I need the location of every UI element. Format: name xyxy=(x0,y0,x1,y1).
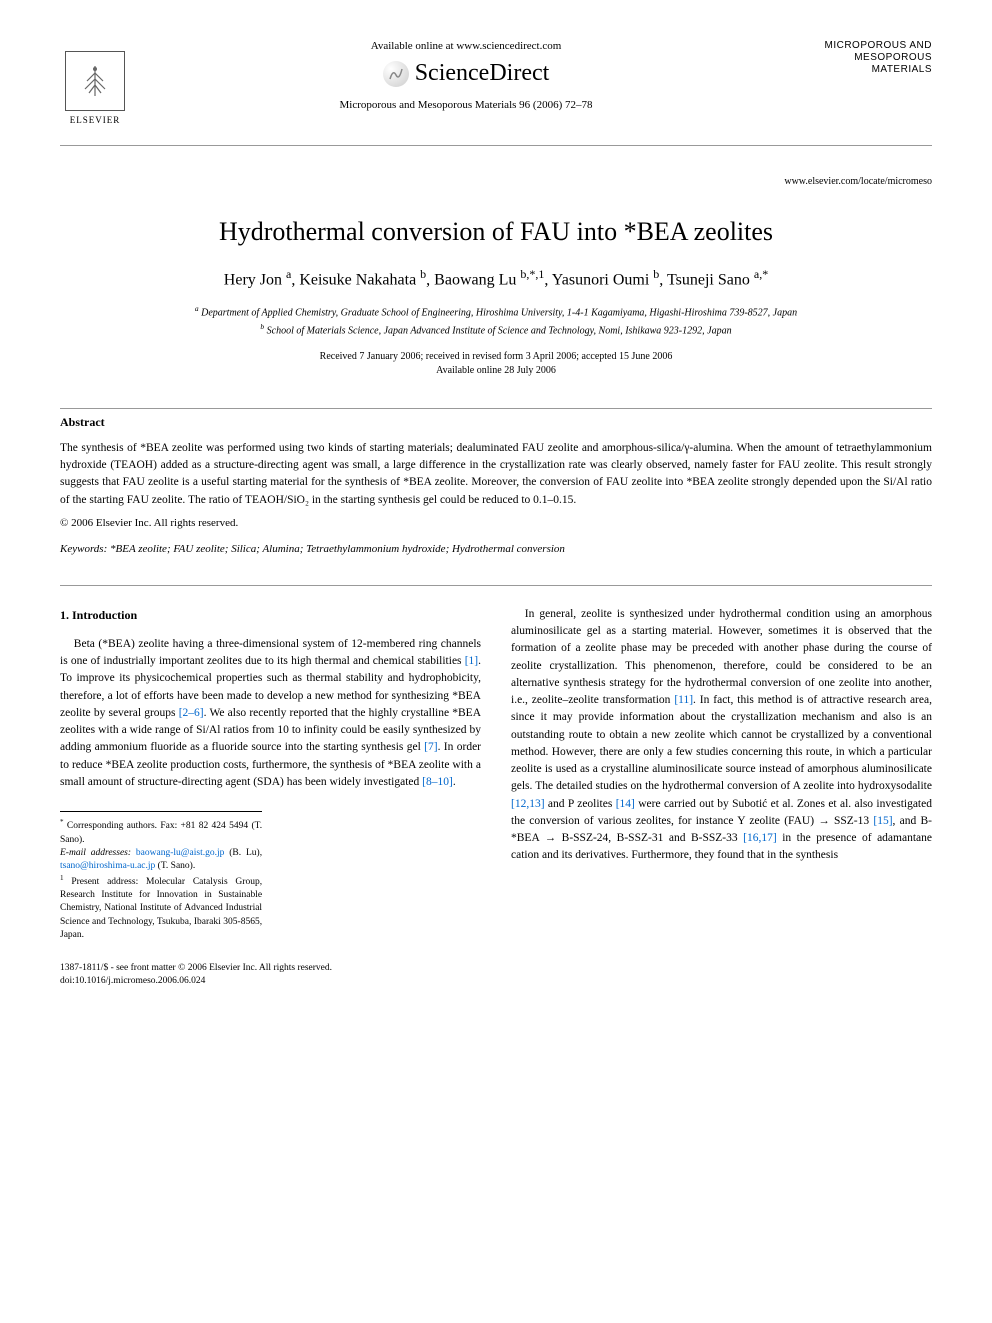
email-link-1[interactable]: baowang-lu@aist.go.jp xyxy=(136,848,224,858)
abstract-text: The synthesis of *BEA zeolite was perfor… xyxy=(60,440,932,509)
footnote-present-address: 1 Present address: Molecular Catalysis G… xyxy=(60,874,262,943)
footer-issn: 1387-1811/$ - see front matter © 2006 El… xyxy=(60,962,932,974)
left-column: 1. Introduction Beta (*BEA) zeolite havi… xyxy=(60,606,481,942)
ref-link-16-17[interactable]: [16,17] xyxy=(743,832,777,844)
footer-doi: doi:10.1016/j.micromeso.2006.06.024 xyxy=(60,975,932,987)
sciencedirect-icon xyxy=(383,61,409,87)
journal-reference: Microporous and Mesoporous Materials 96 … xyxy=(150,99,782,111)
right-column: In general, zeolite is synthesized under… xyxy=(511,606,932,942)
section-1-heading: 1. Introduction xyxy=(60,606,481,624)
abstract-top-rule xyxy=(60,408,932,409)
ref-link-14[interactable]: [14] xyxy=(616,798,635,810)
sciencedirect-logo: ScienceDirect xyxy=(383,60,550,87)
elsevier-logo: ELSEVIER xyxy=(60,40,130,125)
authors-line: Hery Jon a, Keisuke Nakahata b, Baowang … xyxy=(60,267,932,289)
dates-online: Available online 28 July 2006 xyxy=(60,364,932,378)
intro-para-1: Beta (*BEA) zeolite having a three-dimen… xyxy=(60,636,481,791)
dates-received: Received 7 January 2006; received in rev… xyxy=(60,350,932,364)
elsevier-tree-icon xyxy=(65,51,125,111)
ref-link-2-6[interactable]: [2–6] xyxy=(179,707,204,719)
abstract-copyright: © 2006 Elsevier Inc. All rights reserved… xyxy=(60,517,932,529)
affiliation-a: a Department of Applied Chemistry, Gradu… xyxy=(60,303,932,320)
abstract-heading: Abstract xyxy=(60,415,932,430)
sciencedirect-text: ScienceDirect xyxy=(415,60,550,87)
journal-logo-line1: MICROPOROUS AND xyxy=(802,40,932,52)
affiliation-b: b School of Materials Science, Japan Adv… xyxy=(60,321,932,338)
article-title: Hydrothermal conversion of FAU into *BEA… xyxy=(60,217,932,247)
keywords-text: *BEA zeolite; FAU zeolite; Silica; Alumi… xyxy=(110,543,565,555)
footnote-emails: E-mail addresses: baowang-lu@aist.go.jp … xyxy=(60,847,262,874)
available-online-text: Available online at www.sciencedirect.co… xyxy=(150,40,782,52)
keywords-line: Keywords: *BEA zeolite; FAU zeolite; Sil… xyxy=(60,543,932,555)
center-header: Available online at www.sciencedirect.co… xyxy=(130,40,802,111)
article-dates: Received 7 January 2006; received in rev… xyxy=(60,350,932,378)
email-link-2[interactable]: tsano@hiroshima-u.ac.jp xyxy=(60,861,155,871)
journal-logo-line2: MESOPOROUS MATERIALS xyxy=(802,52,932,76)
abstract-bottom-rule xyxy=(60,585,932,586)
header-row: ELSEVIER Available online at www.science… xyxy=(60,40,932,125)
locate-url[interactable]: www.elsevier.com/locate/micromeso xyxy=(60,176,932,187)
footnotes-block: * Corresponding authors. Fax: +81 82 424… xyxy=(60,811,262,942)
elsevier-label: ELSEVIER xyxy=(70,115,121,125)
footer-row: 1387-1811/$ - see front matter © 2006 El… xyxy=(60,962,932,987)
body-columns: 1. Introduction Beta (*BEA) zeolite havi… xyxy=(60,606,932,942)
keywords-label: Keywords: xyxy=(60,543,107,555)
journal-logo: MICROPOROUS AND MESOPOROUS MATERIALS xyxy=(802,40,932,76)
affiliations: a Department of Applied Chemistry, Gradu… xyxy=(60,303,932,338)
ref-link-11[interactable]: [11] xyxy=(674,694,693,706)
ref-link-12-13[interactable]: [12,13] xyxy=(511,798,545,810)
ref-link-1[interactable]: [1] xyxy=(465,655,478,667)
ref-link-15[interactable]: [15] xyxy=(873,815,892,827)
ref-link-8-10[interactable]: [8–10] xyxy=(422,776,453,788)
intro-para-2: In general, zeolite is synthesized under… xyxy=(511,606,932,865)
footnote-corresponding: * Corresponding authors. Fax: +81 82 424… xyxy=(60,818,262,847)
ref-link-7[interactable]: [7] xyxy=(424,741,437,753)
header-rule xyxy=(60,145,932,146)
